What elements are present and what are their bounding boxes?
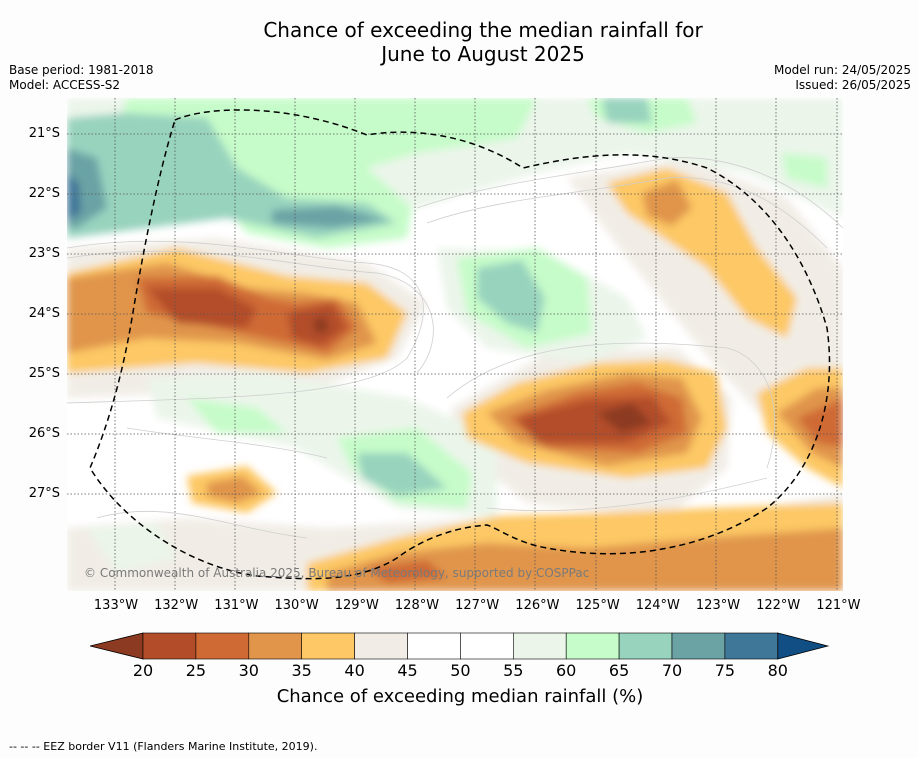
longitude-label: 128°W: [394, 598, 440, 613]
longitude-label: 125°W: [575, 598, 620, 613]
colorbar-segment: [512, 632, 567, 660]
latitude-label: 24°S: [28, 306, 60, 321]
colorbar-tick-label: 50: [450, 661, 471, 680]
model-name: Model: ACCESS-S2: [9, 78, 121, 92]
colorbar-tick-label: 55: [503, 661, 524, 680]
longitude-label: 124°W: [635, 598, 680, 613]
colorbar-segment: [565, 632, 620, 660]
colorbar-segment: [460, 632, 514, 660]
field-65-70-northwest: [67, 113, 397, 238]
colorbar: [90, 632, 830, 660]
colorbar-tick-label: 80: [767, 661, 788, 680]
issued-date: Issued: 26/05/2025: [795, 78, 911, 92]
graticule: [67, 98, 843, 591]
colorbar-segment: [618, 632, 673, 660]
colorbar-arrow-low: [90, 632, 144, 660]
colorbar-segment: [407, 632, 461, 660]
field-70-75-northcentre: [272, 206, 387, 228]
colorbar-tick-label: 65: [608, 661, 630, 680]
field-75-80-northwest: [67, 173, 81, 220]
longitude-label: 127°W: [455, 598, 500, 613]
longitude-label: 121°W: [816, 598, 861, 613]
latitude-label: 27°S: [28, 486, 60, 501]
field-65-70-south: [357, 453, 447, 496]
colorbar-segment: [354, 632, 408, 660]
field-65-70-northeast: [602, 98, 652, 123]
metadata-left: Base period: 1981-2018 Model: ACCESS-S2: [9, 63, 154, 93]
colorbar-tick-label: 40: [344, 661, 365, 680]
longitude-label: 129°W: [334, 598, 379, 613]
field-65-70-centre: [477, 260, 545, 333]
latitude-label: 21°S: [28, 126, 60, 141]
latitude-label: 22°S: [28, 186, 60, 201]
model-run: Model run: 24/05/2025: [773, 63, 911, 77]
colorbar-tick-label: 30: [238, 661, 259, 680]
title-line-1: Chance of exceeding the median rainfall …: [263, 18, 703, 42]
colorbar-segment: [195, 632, 250, 660]
map-canvas: [67, 98, 843, 591]
field-60-65-southwest: [187, 398, 287, 433]
field-25-30-east: [797, 398, 843, 448]
base-period: Base period: 1981-2018: [9, 63, 154, 77]
colorbar-segment: [142, 632, 197, 660]
field-60-65-fareast: [782, 153, 827, 188]
map-title: Chance of exceeding the median rainfall …: [0, 18, 919, 66]
colorbar-arrow-high: [777, 632, 830, 660]
latitude-label: 25°S: [28, 366, 60, 381]
field-25-30-south: [367, 560, 447, 583]
field-below-20-centre: [597, 403, 652, 433]
rainfall-map: [67, 98, 843, 591]
field-20-25-west: [147, 288, 257, 328]
colorbar-tick-label: 25: [185, 661, 207, 680]
colorbar-tick-label: 45: [397, 661, 418, 680]
latitude-label: 23°S: [28, 246, 60, 261]
metadata-right: Model run: 24/05/2025 Issued: 26/05/2025: [774, 63, 911, 93]
longitude-label: 133°W: [93, 598, 139, 613]
longitude-label: 126°W: [515, 598, 560, 613]
colorbar-tick-label: 20: [132, 661, 154, 680]
colorbar-tick-label: 70: [661, 661, 683, 680]
colorbar-tick-label: 35: [291, 661, 312, 680]
longitude-label: 131°W: [214, 598, 259, 613]
probability-fields: [67, 98, 843, 591]
longitude-label: 123°W: [695, 598, 741, 613]
longitude-label: 122°W: [756, 598, 801, 613]
colorbar-segment: [248, 632, 303, 660]
latitude-label: 26°S: [28, 426, 60, 441]
colorbar-tick-label: 60: [556, 661, 577, 680]
colorbar-tick-label: 75: [714, 661, 736, 680]
longitude-label: 132°W: [154, 598, 199, 613]
longitude-label: 130°W: [274, 598, 319, 613]
field-30-35-southwest: [207, 476, 262, 503]
copyright-notice: © Commonwealth of Australia 2025, Bureau…: [84, 566, 590, 580]
colorbar-segment: [301, 632, 355, 660]
title-line-2: June to August 2025: [381, 42, 585, 66]
field-below-20-west: [312, 316, 329, 334]
colorbar-label: Chance of exceeding median rainfall (%): [276, 686, 644, 707]
eez-footnote: -- -- -- EEZ border V11 (Flanders Marine…: [9, 740, 318, 753]
field-30-35-northeast: [642, 180, 692, 226]
field-40-45-east: [567, 158, 843, 443]
field-30-35-south: [327, 528, 843, 591]
colorbar-segment: [724, 632, 779, 660]
colorbar-segment: [671, 632, 726, 660]
